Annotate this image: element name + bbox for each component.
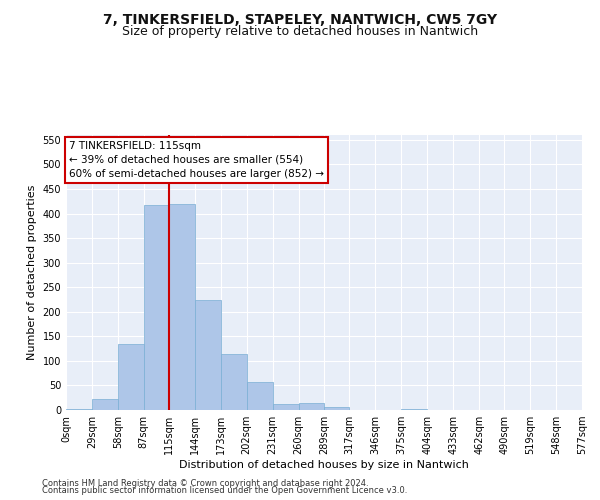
Bar	[221, 354, 247, 410]
Bar	[401, 409, 427, 410]
Bar	[299, 402, 325, 410]
Bar	[272, 404, 299, 410]
Bar	[66, 408, 92, 410]
X-axis label: Distribution of detached houses by size in Nantwich: Distribution of detached houses by size …	[179, 460, 469, 470]
Bar	[195, 300, 221, 410]
Bar	[169, 204, 195, 410]
Y-axis label: Number of detached properties: Number of detached properties	[27, 185, 37, 360]
Bar	[325, 406, 349, 410]
Bar	[144, 204, 169, 410]
Text: 7 TINKERSFIELD: 115sqm
← 39% of detached houses are smaller (554)
60% of semi-de: 7 TINKERSFIELD: 115sqm ← 39% of detached…	[68, 141, 323, 179]
Bar	[247, 382, 272, 410]
Text: 7, TINKERSFIELD, STAPELEY, NANTWICH, CW5 7GY: 7, TINKERSFIELD, STAPELEY, NANTWICH, CW5…	[103, 12, 497, 26]
Bar	[118, 344, 144, 410]
Text: Size of property relative to detached houses in Nantwich: Size of property relative to detached ho…	[122, 25, 478, 38]
Bar	[92, 399, 118, 410]
Text: Contains HM Land Registry data © Crown copyright and database right 2024.: Contains HM Land Registry data © Crown c…	[42, 478, 368, 488]
Text: Contains public sector information licensed under the Open Government Licence v3: Contains public sector information licen…	[42, 486, 407, 495]
